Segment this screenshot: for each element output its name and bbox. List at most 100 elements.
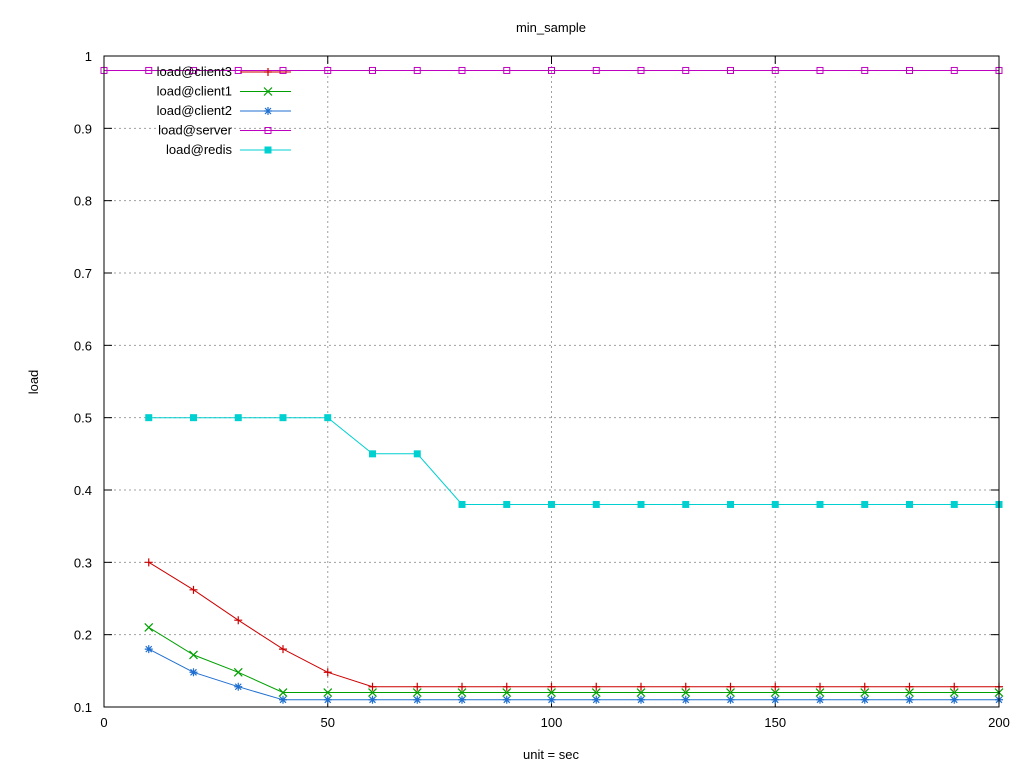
data-point	[234, 682, 243, 691]
series-line	[148, 417, 999, 505]
x-tick-label: 150	[764, 715, 786, 730]
legend-swatch-marker	[264, 146, 272, 154]
y-tick-label: 1	[85, 49, 92, 64]
data-point	[323, 688, 333, 697]
legend-label: load@server	[158, 123, 233, 138]
series-line	[148, 561, 999, 688]
data-point	[816, 682, 824, 691]
data-point	[458, 66, 466, 74]
series-load-server	[100, 66, 1003, 74]
data-point	[144, 558, 153, 567]
data-point	[726, 688, 735, 697]
data-point	[592, 695, 601, 704]
data-point	[548, 66, 555, 74]
data-point	[234, 414, 242, 422]
series-load-client3	[144, 558, 1003, 691]
y-tick-label: 0.1	[74, 700, 92, 715]
data-point	[591, 688, 601, 697]
legend-item: load@client3	[157, 64, 291, 79]
data-point	[905, 695, 914, 704]
data-point	[771, 695, 780, 704]
data-point	[950, 500, 958, 508]
data-point	[368, 688, 377, 697]
legend-label: load@client3	[157, 64, 232, 79]
data-point	[727, 66, 734, 74]
data-point	[950, 66, 958, 74]
data-point	[502, 695, 511, 704]
data-point	[144, 623, 154, 632]
chart-title: min_sample	[516, 20, 586, 35]
data-point	[145, 66, 153, 74]
data-point	[682, 66, 690, 74]
axis-ticks: 0.1 0.2 0.3 0.4 0.5 0.6 0.7 0.8 0.9 1 0 50 100 150 200	[74, 49, 1010, 730]
series-load-client1	[144, 623, 1004, 697]
data-point	[458, 682, 466, 691]
data-point	[502, 682, 511, 691]
data-point	[233, 667, 243, 677]
y-tick-label: 0.2	[74, 628, 92, 643]
data-point	[279, 414, 287, 422]
data-point	[860, 695, 869, 704]
data-point	[413, 682, 422, 691]
legend: load@client3 load@client1 load@client2 load…	[157, 64, 291, 157]
data-point	[726, 695, 735, 704]
x-tick-label: 100	[541, 715, 563, 730]
data-point	[727, 500, 734, 508]
data-point	[458, 695, 466, 704]
data-point	[548, 500, 555, 508]
legend-swatch-marker	[264, 68, 272, 76]
data-point	[681, 682, 690, 691]
data-point	[770, 688, 780, 697]
data-point	[637, 500, 645, 508]
data-point	[144, 645, 153, 654]
data-point	[234, 66, 242, 74]
data-point	[816, 695, 824, 704]
data-point	[368, 695, 377, 704]
y-tick-label: 0.7	[74, 266, 92, 281]
series-load-redis	[145, 414, 1003, 508]
data-point	[906, 66, 913, 74]
data-point	[145, 414, 153, 422]
x-axis-label: unit = sec	[523, 747, 580, 762]
data-point	[637, 66, 645, 74]
data-point	[413, 450, 421, 458]
data-point	[950, 695, 959, 704]
data-point	[861, 500, 869, 508]
data-point	[816, 66, 824, 74]
data-point	[190, 66, 197, 74]
series-line	[148, 648, 999, 701]
data-point	[681, 688, 691, 697]
data-point	[905, 682, 914, 691]
legend-swatch-marker	[264, 107, 272, 115]
data-point	[412, 688, 422, 697]
data-point	[457, 688, 467, 697]
data-point	[279, 695, 287, 704]
y-tick-label: 0.9	[74, 121, 92, 136]
data-point	[681, 695, 690, 704]
data-point	[413, 66, 421, 74]
data-point	[950, 682, 959, 691]
data-point	[860, 688, 870, 697]
data-point	[816, 500, 824, 508]
data-point	[771, 500, 779, 508]
grid-lines	[104, 56, 999, 707]
legend-swatch-marker	[263, 87, 273, 96]
data-point	[592, 66, 600, 74]
data-point	[906, 500, 913, 508]
data-point	[592, 682, 601, 691]
legend-item: load@client2	[157, 103, 291, 118]
series-group	[100, 66, 1004, 704]
data-point	[324, 414, 332, 422]
x-tick-label: 50	[321, 715, 335, 730]
data-point	[190, 414, 197, 422]
data-point	[323, 695, 332, 704]
legend-item: load@redis	[166, 142, 291, 157]
data-point	[279, 66, 287, 74]
plot-frame	[103, 55, 1000, 708]
data-point	[860, 682, 869, 691]
data-point	[592, 500, 600, 508]
data-point	[503, 500, 511, 508]
data-point	[949, 688, 959, 697]
legend-item: load@client1	[157, 84, 291, 99]
legend-label: load@redis	[166, 142, 232, 157]
